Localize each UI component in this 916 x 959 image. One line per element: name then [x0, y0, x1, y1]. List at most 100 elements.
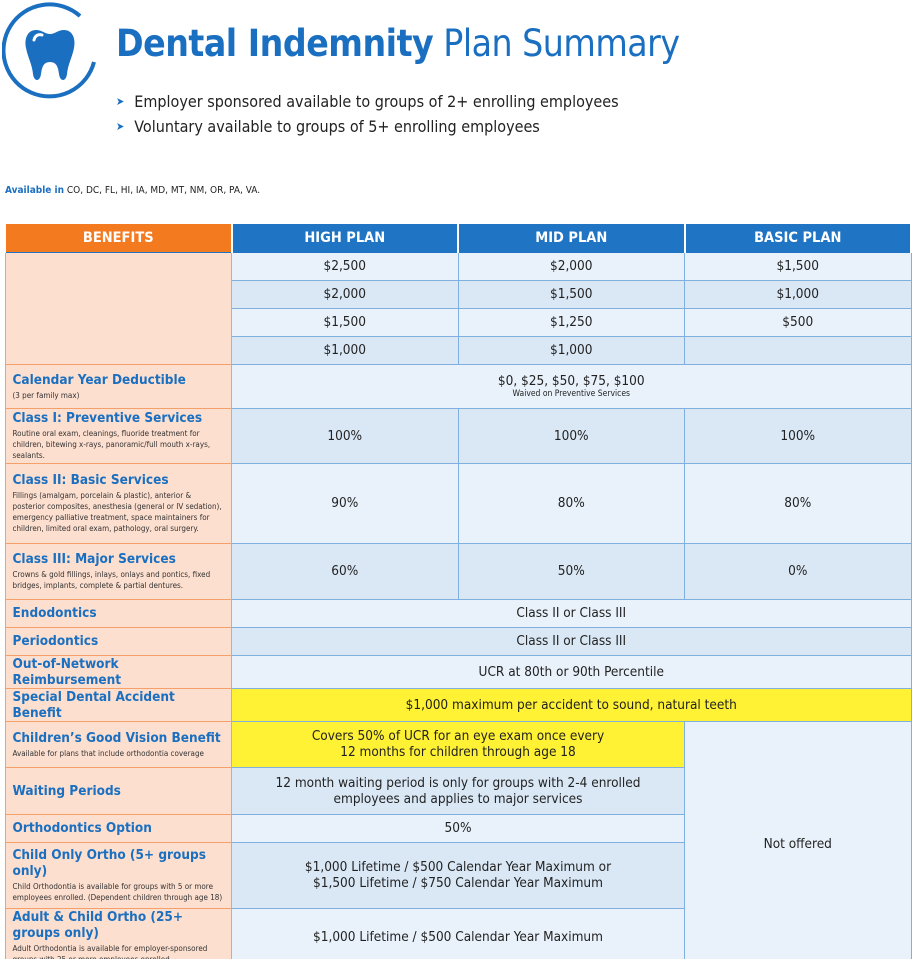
plan-cell: 80%	[457, 462, 685, 544]
plan-cell: 50%	[457, 542, 685, 600]
cell-line: $1,000 Lifetime / $500 Calendar Year Max…	[304, 859, 612, 875]
benefit-cell: Orthodontics Option	[4, 813, 232, 843]
max-cell: $2,000	[231, 279, 459, 309]
cell-line: $1,000 maximum per accident to sound, na…	[405, 696, 737, 713]
title-bold: Dental Indemnity	[116, 22, 434, 65]
bullet: Employer sponsored available to groups o…	[116, 90, 618, 115]
plan-cell: $1,000 Lifetime / $500 Calendar Year Max…	[231, 907, 685, 959]
bullets: Employer sponsored available to groups o…	[116, 90, 618, 140]
column-header: MID PLAN	[457, 222, 686, 253]
column-header: HIGH PLAN	[230, 222, 459, 253]
table-row: Children’s Good Vision Benefit Available …	[4, 720, 912, 959]
plan-cell: 50%	[231, 813, 685, 843]
cell-line: $0, $25, $50, $75, $100	[497, 373, 645, 389]
max-cell: $1,000	[457, 335, 685, 365]
column-header: BENEFITS	[4, 222, 233, 253]
benefit-cell: Calendar Year Deductible (3 per family ma…	[4, 363, 232, 409]
cell-line: Covers 50% of UCR for an eye exam once e…	[311, 728, 605, 744]
benefit-name: Child Only Ortho (5+ groups only)	[12, 847, 206, 879]
benefit-name: Out-of-Network Reimbursement	[12, 655, 122, 688]
cell-line: $1,500 Lifetime / $750 Calendar Year Max…	[313, 875, 603, 891]
benefit-name: Orthodontics Option	[12, 820, 152, 836]
table-row: Child Only Ortho (5+ groups only) Child O…	[4, 841, 911, 909]
table-row: $1,500 $1,250 $500	[5, 307, 912, 337]
benefit-name: Periodontics	[12, 633, 99, 649]
benefit-cell: Out-of-Network Reimbursement	[4, 654, 232, 689]
max-cell: $1,000	[231, 335, 459, 365]
benefit-name: Adult & Child Ortho (25+ groups only)	[12, 909, 184, 941]
benefit-name: Special Dental Accident Benefit	[12, 688, 175, 721]
tooth-icon	[2, 2, 96, 99]
table-row: Calendar Year Deductible (3 per family ma…	[4, 363, 912, 409]
cell-line: 50%	[444, 820, 472, 836]
table-row: Periodontics Class II or Class III	[4, 626, 912, 656]
cell-line: Class II or Class III	[516, 605, 627, 621]
benefit-cell: Endodontics	[4, 598, 232, 628]
availability: Available in CO, DC, FL, HI, IA, MD, MT,…	[5, 185, 260, 196]
empty-cell	[684, 335, 912, 365]
benefit-cell: Child Only Ortho (5+ groups only) Child O…	[4, 841, 232, 909]
table-row: Class II: Basic Services Fillings (amalga…	[4, 462, 912, 544]
benefit-name: Class III: Major Services	[12, 551, 176, 567]
plan-cell: 80%	[684, 462, 912, 544]
column-header: BASIC PLAN	[683, 222, 912, 253]
benefit-cell: Adult & Child Ortho (25+ groups only) Adu…	[4, 907, 232, 959]
table-row: Special Dental Accident Benefit $1,000 ma…	[4, 687, 912, 722]
plan-cell: 100%	[231, 407, 459, 464]
plan-cell: 90%	[231, 462, 459, 544]
max-cell: $1,000	[684, 279, 912, 309]
availability-label: Available in	[5, 185, 65, 196]
plan-cell: $0, $25, $50, $75, $100 Waived on Prevent…	[231, 363, 912, 409]
benefit-name: Calendar Year Deductible	[12, 371, 186, 388]
benefit-note: Fillings (amalgam, porcelain & plastic),…	[12, 491, 222, 533]
cell-note: Waived on Preventive Services	[512, 389, 631, 399]
plan-cell: $1,000 Lifetime / $500 Calendar Year Max…	[231, 841, 685, 909]
benefits-table: BENEFITS HIGH PLAN MID PLAN BASIC PLAN $2,50…	[4, 222, 912, 959]
benefit-cell: Children’s Good Vision Benefit Available …	[4, 720, 232, 768]
cell-line: $1,000 Lifetime / $500 Calendar Year Max…	[313, 929, 603, 945]
not-offered: Not offered	[684, 720, 912, 959]
cell-line: 12 months for children through age 18	[340, 744, 576, 760]
cell-line: employees and applies to major services	[333, 790, 583, 807]
benefit-name: Endodontics	[12, 605, 97, 621]
max-cell: $1,500	[231, 307, 459, 337]
plan-cell: Class II or Class III	[231, 626, 912, 656]
max-cell: $2,500	[231, 251, 459, 281]
table-row: Waiting Periods 12 month waiting period i…	[4, 766, 911, 815]
benefit-cell: Periodontics	[4, 626, 232, 656]
plan-cell: UCR at 80th or 90th Percentile	[231, 654, 912, 689]
table-row: $2,500 $2,000 $1,500	[4, 251, 912, 365]
benefit-name: Children’s Good Vision Benefit	[12, 729, 221, 746]
table-row: Class I: Preventive Services Routine oral…	[4, 407, 912, 464]
title-light: Plan Summary	[443, 22, 680, 65]
availability-states: CO, DC, FL, HI, IA, MD, MT, NM, OR, PA, …	[66, 185, 261, 196]
plan-cell: Class II or Class III	[231, 598, 912, 628]
title: Dental Indemnity Plan Summary	[116, 22, 680, 65]
table-row: Orthodontics Option 50%	[4, 813, 911, 843]
benefit-name: Waiting Periods	[12, 782, 121, 799]
cell-line: Class II or Class III	[516, 633, 627, 649]
benefit-cell: Class I: Preventive Services Routine oral…	[4, 407, 232, 464]
benefit-name: Class I: Preventive Services	[12, 410, 203, 426]
benefit-cell: Special Dental Accident Benefit	[4, 687, 232, 722]
table-row: $2,000 $1,500 $1,000	[5, 279, 912, 309]
table-row: Class III: Major Services Crowns & gold f…	[4, 542, 912, 600]
max-cell: $1,500	[457, 279, 685, 309]
table-row: BENEFITS HIGH PLAN MID PLAN BASIC PLAN	[4, 222, 912, 253]
max-cell: $1,250	[457, 307, 685, 337]
max-cell: $2,000	[457, 251, 685, 281]
table-row: $1,000 $1,000	[5, 335, 912, 365]
benefit-cell	[4, 251, 232, 365]
benefit-note: Routine oral exam, cleanings, fluoride t…	[12, 429, 211, 460]
plan-cell: 12 month waiting period is only for grou…	[231, 766, 685, 815]
benefit-note: (3 per family max)	[12, 390, 80, 400]
cell-line: 12 month waiting period is only for grou…	[275, 774, 641, 791]
benefit-cell: Class II: Basic Services Fillings (amalga…	[4, 462, 232, 544]
max-cell: $500	[684, 307, 912, 337]
benefit-cell: Waiting Periods	[4, 766, 232, 815]
plan-cell: 100%	[457, 407, 685, 464]
plan-cell: 100%	[684, 407, 912, 464]
plan-cell: 60%	[231, 542, 459, 600]
max-cell: $1,500	[684, 251, 912, 281]
